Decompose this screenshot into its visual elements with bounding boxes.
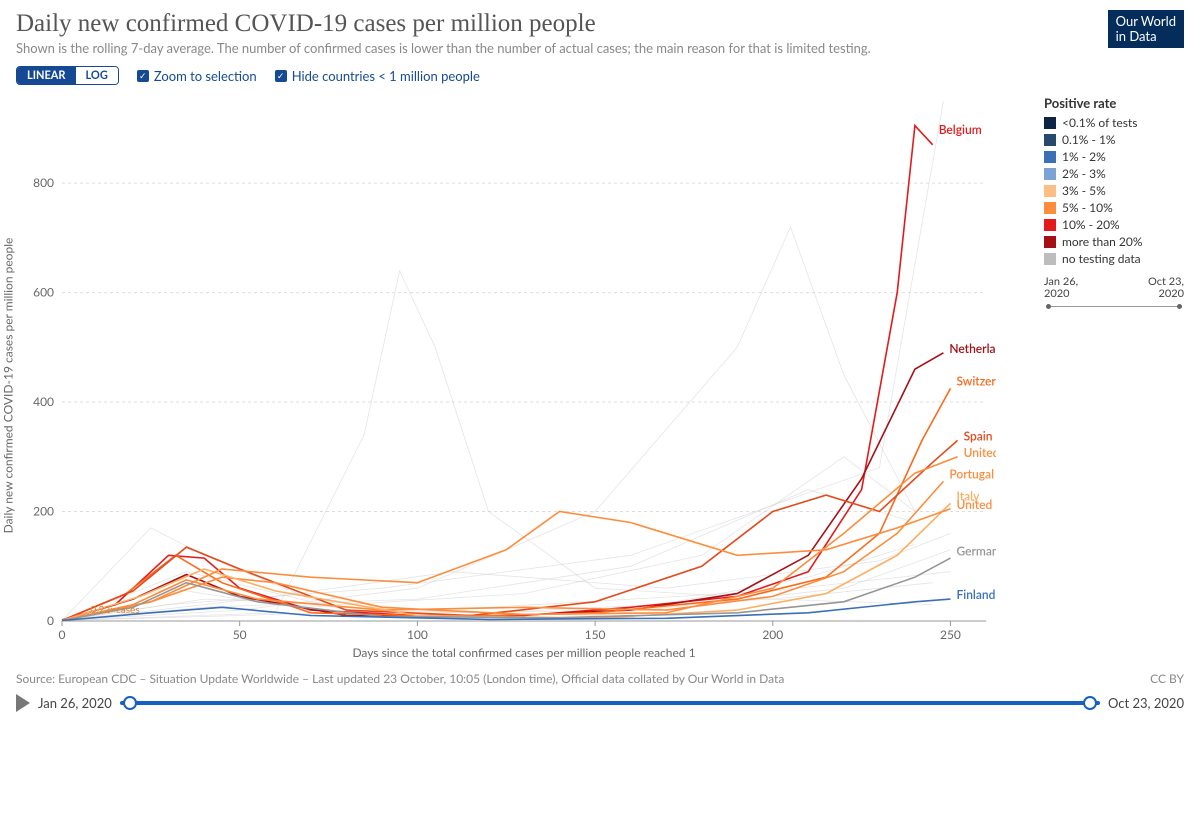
source-text: Source: European CDC – Situation Update …: [16, 671, 784, 686]
zoom-checkbox[interactable]: ✓ Zoom to selection: [137, 68, 257, 84]
svg-text:200: 200: [33, 504, 54, 519]
svg-text:200: 200: [762, 627, 783, 642]
legend-item[interactable]: more than 20%: [1044, 234, 1184, 249]
timeline-track[interactable]: [120, 701, 1100, 705]
legend-label: 3% - 5%: [1062, 183, 1106, 198]
svg-text:Germany: Germany: [956, 543, 996, 558]
legend-title: Positive rate: [1044, 95, 1184, 111]
page-subtitle: Shown is the rolling 7-day average. The …: [16, 40, 871, 56]
legend-swatch: [1044, 219, 1056, 231]
legend-label: no testing data: [1062, 251, 1141, 266]
svg-text:250: 250: [940, 627, 961, 642]
legend-label: more than 20%: [1062, 234, 1142, 249]
legend-swatch: [1044, 168, 1056, 180]
scale-toggle[interactable]: LINEAR LOG: [16, 66, 119, 85]
legend-label: 0.1% - 1%: [1062, 132, 1116, 147]
legend-time-end: Oct 23, 2020: [1148, 276, 1184, 300]
svg-text:Switzerland: Switzerland: [956, 374, 996, 389]
svg-text:Finland: Finland: [956, 587, 995, 602]
timeline-handle-end[interactable]: [1083, 696, 1097, 710]
y-axis-label: Daily new confirmed COVID-19 cases per m…: [1, 238, 16, 534]
legend-label: 2% - 3%: [1062, 166, 1106, 181]
legend-item[interactable]: 10% - 20%: [1044, 217, 1184, 232]
svg-text:50: 50: [233, 627, 247, 642]
zoom-label: Zoom to selection: [154, 68, 257, 84]
legend-label: 5% - 10%: [1062, 200, 1113, 215]
page-title: Daily new confirmed COVID-19 cases per m…: [16, 10, 871, 38]
legend-item[interactable]: 0.1% - 1%: [1044, 132, 1184, 147]
timeline: Jan 26, 2020 Oct 23, 2020: [16, 694, 1184, 712]
svg-text:600: 600: [33, 285, 54, 300]
owid-logo[interactable]: Our World in Data: [1108, 10, 1184, 48]
check-icon: ✓: [137, 70, 149, 82]
check-icon: ✓: [275, 70, 287, 82]
svg-text:800: 800: [33, 175, 54, 190]
legend-item[interactable]: 2% - 3%: [1044, 166, 1184, 181]
svg-text:Belgium: Belgium: [939, 122, 982, 137]
legend-label: <0.1% of tests: [1062, 115, 1137, 130]
legend-swatch: [1044, 236, 1056, 248]
svg-text:0: 0: [47, 613, 54, 628]
legend-time-start: Jan 26, 2020: [1044, 276, 1080, 300]
svg-text:Spain: Spain: [964, 428, 993, 443]
svg-text:United Kingdom: United Kingdom: [964, 445, 996, 460]
svg-text:Netherlands: Netherlands: [949, 341, 996, 356]
hide-countries-checkbox[interactable]: ✓ Hide countries < 1 million people: [275, 68, 480, 84]
line-chart[interactable]: 0 200 400 600 800 0 50 100 150 200 250 Days since t…: [16, 91, 996, 661]
legend-item[interactable]: 5% - 10%: [1044, 200, 1184, 215]
play-button[interactable]: [16, 694, 30, 712]
logo-line2: in Data: [1116, 29, 1176, 44]
source-row: Source: European CDC – Situation Update …: [16, 671, 1184, 686]
svg-text:400: 400: [33, 394, 54, 409]
legend-time-track[interactable]: [1046, 306, 1182, 307]
svg-text:150: 150: [585, 627, 606, 642]
legend-item[interactable]: 1% - 2%: [1044, 149, 1184, 164]
logo-line1: Our World: [1116, 14, 1176, 29]
timeline-end: Oct 23, 2020: [1108, 695, 1184, 711]
legend-item[interactable]: no testing data: [1044, 251, 1184, 266]
legend-label: 1% - 2%: [1062, 149, 1106, 164]
license-link[interactable]: CC BY: [1150, 671, 1184, 686]
hide-label: Hide countries < 1 million people: [292, 68, 480, 84]
legend-swatch: [1044, 151, 1056, 163]
legend-swatch: [1044, 253, 1056, 265]
svg-text:0: 0: [59, 627, 66, 642]
svg-text:0.22×cases: 0.22×cases: [90, 604, 139, 616]
log-button[interactable]: LOG: [76, 67, 118, 84]
legend-swatch: [1044, 202, 1056, 214]
legend-swatch: [1044, 134, 1056, 146]
svg-text:100: 100: [407, 627, 428, 642]
svg-text:Portugal: Portugal: [949, 467, 994, 482]
legend-item[interactable]: 3% - 5%: [1044, 183, 1184, 198]
svg-text:Days since the total confirmed: Days since the total confirmed cases per…: [352, 645, 695, 660]
svg-text:United States: United States: [956, 497, 996, 512]
legend-item[interactable]: <0.1% of tests: [1044, 115, 1184, 130]
legend-swatch: [1044, 185, 1056, 197]
legend: Positive rate <0.1% of tests 0.1% - 1% 1% …: [1034, 91, 1184, 665]
chart-controls: LINEAR LOG ✓ Zoom to selection ✓ Hide co…: [16, 66, 1184, 85]
legend-label: 10% - 20%: [1062, 217, 1120, 232]
timeline-handle-start[interactable]: [123, 696, 137, 710]
timeline-start: Jan 26, 2020: [38, 695, 112, 711]
legend-swatch: [1044, 117, 1056, 129]
linear-button[interactable]: LINEAR: [17, 67, 76, 84]
